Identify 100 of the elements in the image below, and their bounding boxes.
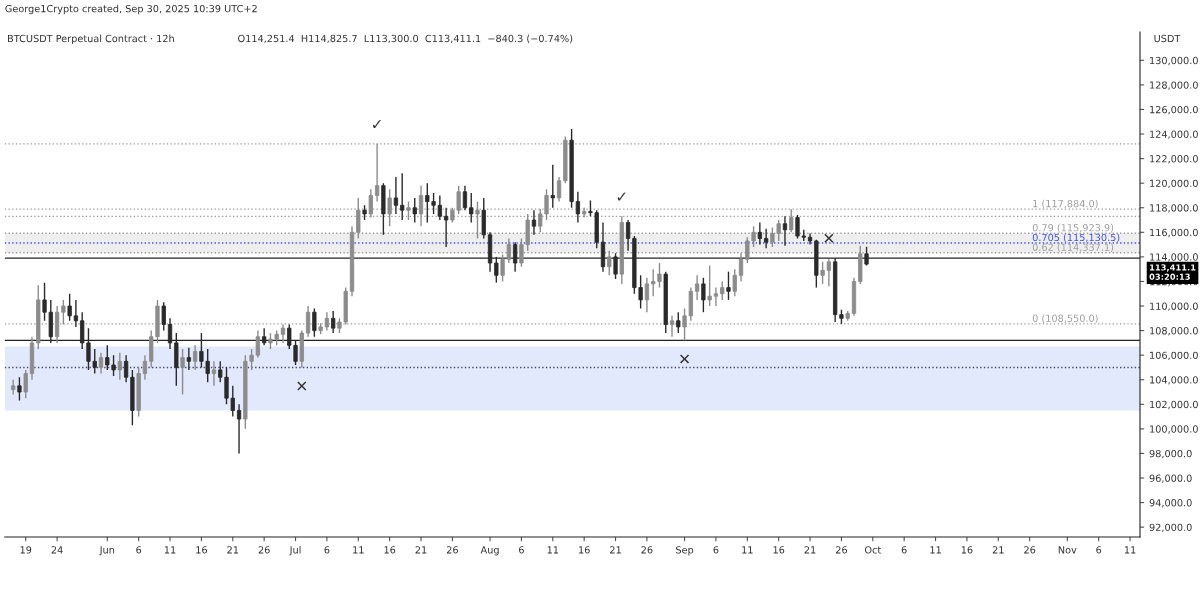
candlestick: [625, 219, 631, 252]
candlestick: [418, 184, 424, 227]
candlestick: [412, 197, 417, 224]
candlestick: [331, 310, 336, 334]
x-tick-label: 16: [384, 546, 396, 554]
x-tick-label: 6: [324, 546, 330, 554]
y-tick-label: 92,000.0: [1149, 523, 1192, 532]
candlestick: [161, 301, 166, 332]
x-tick-label: 24: [51, 546, 63, 554]
candlestick: [356, 197, 361, 240]
x-tick-label: 26: [258, 546, 270, 554]
x-tick-label: 6: [901, 546, 907, 554]
candlestick: [732, 268, 737, 297]
x-tick-label: Sep: [676, 546, 694, 556]
x-tick-label: 26: [641, 546, 653, 554]
candlestick: [67, 293, 72, 322]
x-tick-label: 11: [742, 546, 753, 554]
y-tick-label: 104,000.0: [1150, 376, 1198, 385]
candlestick: [676, 311, 681, 334]
annotation: ✕: [824, 233, 834, 243]
candlestick: [469, 192, 474, 224]
x-tick-label: 11: [164, 546, 176, 554]
x-tick-label: Nov: [1058, 546, 1077, 554]
x-tick-label: Jul: [289, 546, 301, 556]
candlestick: [280, 323, 286, 344]
y-tick-label: 108,000.0: [1150, 327, 1198, 336]
candlestick: [180, 348, 185, 396]
candlestick: [575, 191, 581, 224]
ref-line-label: 0.705 (115,130.5): [1032, 233, 1120, 243]
candlestick: [393, 176, 399, 215]
candlestick: [368, 188, 373, 219]
annotation: ✕: [297, 381, 307, 391]
x-tick-label: 6: [713, 546, 719, 554]
x-tick-label: 21: [804, 546, 816, 554]
y-tick-label: 120,000.0: [1150, 179, 1198, 188]
candlestick: [820, 261, 825, 285]
candlestick: [374, 143, 380, 203]
y-tick-label: 116,000.0: [1150, 228, 1198, 238]
x-tick-label: Aug: [480, 546, 499, 556]
chart-title: BTCUSDT Perpetual Contract · 12h: [8, 34, 174, 45]
x-tick-label: 6: [136, 546, 142, 554]
x-tick-label: 11: [930, 546, 941, 554]
ref-line-label: 0 (108,550.0): [1032, 314, 1098, 324]
y-tick-label: 110,000.0: [1150, 302, 1198, 311]
candlestick: [123, 354, 129, 383]
x-tick-label: 16: [579, 546, 590, 554]
x-tick-label: 11: [353, 546, 364, 554]
y-tick-label: 124,000.0: [1150, 130, 1198, 139]
candlestick: [701, 277, 706, 313]
candlestick: [556, 176, 562, 203]
x-tick-label: Jun: [99, 546, 115, 556]
candlestick: [192, 344, 198, 371]
x-tick-label: 16: [196, 546, 207, 554]
x-tick-label: 16: [961, 546, 973, 554]
candlestick: [117, 352, 122, 381]
x-tick-label: 21: [610, 546, 621, 554]
x-tick-label: 6: [1096, 546, 1102, 554]
candlestick: [531, 209, 537, 236]
x-tick-label: 21: [415, 546, 427, 554]
text: George1Crypto created, Sep 30, 2025 10:39 UTC+2: [5, 4, 257, 15]
y-tick-label: 126,000.0: [1150, 105, 1198, 115]
x-tick-label: 21: [992, 546, 1004, 554]
y-tick-label: 130,000.0: [1150, 56, 1198, 66]
y-tick-label: 122,000.0: [1150, 155, 1198, 164]
candlestick: [826, 258, 832, 288]
annotation: ✕: [680, 354, 690, 364]
candlestick: [23, 369, 28, 399]
x-tick-label: 26: [1024, 546, 1036, 554]
candlestick: [707, 264, 712, 307]
candlestick: [789, 208, 794, 234]
candlestick: [406, 200, 411, 221]
candlestick: [462, 184, 468, 211]
candlestick: [607, 250, 612, 277]
candlestick: [312, 307, 317, 338]
x-tick-label: Oct: [864, 546, 881, 554]
candlestick: [17, 376, 22, 402]
y-axis-title: USDT: [1154, 34, 1181, 43]
candlestick: [61, 299, 66, 326]
x-tick-label: 16: [773, 546, 785, 554]
y-tick-label: 128,000.0: [1150, 81, 1198, 90]
candlestick: [387, 188, 392, 227]
candlestick: [186, 347, 191, 371]
y-tick-label: 98,000.0: [1149, 449, 1192, 459]
y-tick-label: 102,000.0: [1150, 400, 1198, 410]
candlestick: [73, 299, 79, 328]
candlestick: [713, 286, 719, 307]
candlestick: [211, 360, 217, 387]
x-tick-label: 11: [1124, 546, 1136, 554]
candlestick: [443, 207, 449, 248]
candlestick: [255, 329, 261, 359]
ref-line-label: 0.79 (115,923.9): [1032, 223, 1114, 233]
y-tick-label: 114,000.0: [1150, 253, 1198, 262]
y-tick-label: 118,000.0: [1150, 204, 1198, 213]
candlestick: [694, 274, 700, 301]
candlestick: [738, 252, 744, 283]
candlestick: [757, 221, 762, 246]
x-tick-label: 26: [446, 546, 458, 554]
candlestick: [763, 227, 769, 249]
candlestick: [11, 379, 16, 396]
x-tick-label: 6: [519, 546, 524, 554]
